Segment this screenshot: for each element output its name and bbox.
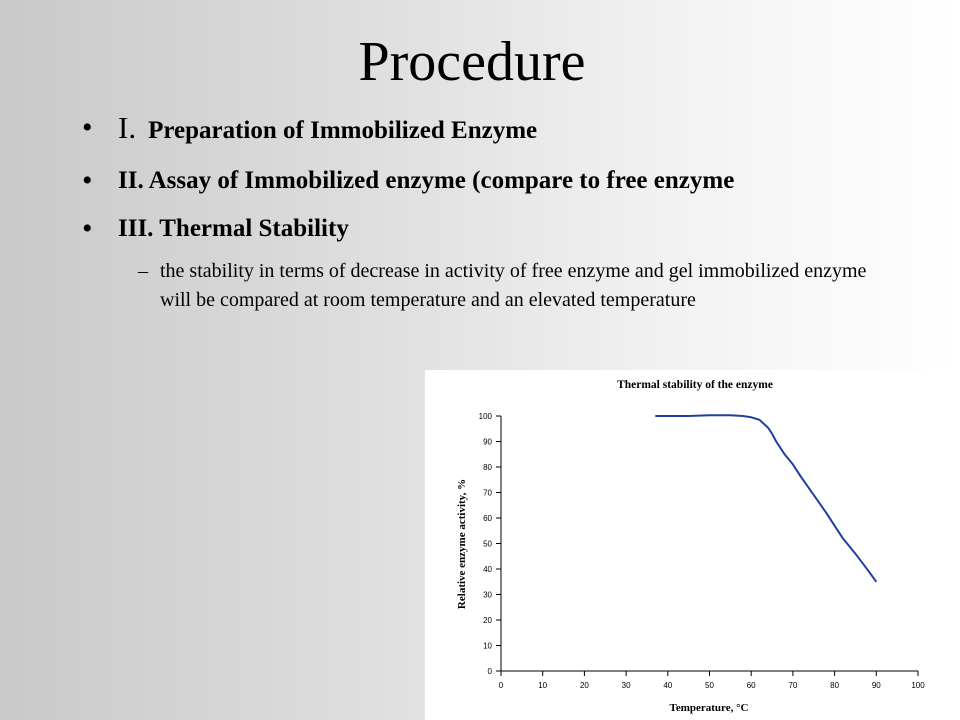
slide-title: Procedure — [358, 31, 586, 93]
x-tick-label: 10 — [538, 681, 547, 690]
bullet-item-preparation: • I. Preparation of Immobilized Enzyme — [82, 112, 882, 147]
x-tick-label: 40 — [663, 681, 672, 690]
bullet-item-thermal-stability: • III. Thermal Stability — [82, 213, 882, 245]
x-tick-label: 70 — [788, 681, 797, 690]
bullet-dot: • — [82, 111, 93, 144]
y-tick-label: 90 — [483, 438, 492, 447]
x-tick-label: 90 — [872, 681, 881, 690]
x-tick-label: 60 — [747, 681, 756, 690]
y-tick-label: 40 — [483, 565, 492, 574]
y-tick-label: 30 — [483, 591, 492, 600]
bullet-number: I. — [118, 110, 137, 145]
sub-bullet-dash: – — [138, 260, 148, 282]
chart-x-axis-label: Temperature, °C — [670, 702, 749, 714]
sub-bullet-stability-description: – the stability in terms of decrease in … — [138, 257, 890, 315]
y-tick-label: 70 — [483, 489, 492, 498]
chart-y-axis-label: Relative enzyme activity, % — [456, 479, 468, 609]
y-tick-label: 60 — [483, 514, 492, 523]
bullet-text: Preparation of Immobilized Enzyme — [148, 117, 538, 144]
series-line — [655, 414, 878, 583]
bullet-text: II. Assay of Immobilized enzyme (compare… — [118, 167, 735, 194]
thermal-stability-chart-panel: Thermal stability of the enzyme Temperat… — [425, 370, 960, 720]
y-tick-label: 80 — [483, 463, 492, 472]
x-tick-label: 50 — [705, 681, 714, 690]
y-tick-label: 10 — [483, 642, 492, 651]
x-tick-label: 100 — [911, 681, 925, 690]
bullet-list: • I. Preparation of Immobilized Enzyme • … — [82, 106, 882, 315]
y-tick-label: 0 — [488, 667, 493, 676]
bullet-dot: • — [82, 164, 93, 197]
x-tick-label: 0 — [499, 681, 504, 690]
y-tick-label: 50 — [483, 540, 492, 549]
y-tick-label: 100 — [479, 412, 493, 421]
sub-bullet-text: the stability in terms of decrease in ac… — [160, 260, 867, 311]
chart-title: Thermal stability of the enzyme — [617, 379, 773, 391]
x-tick-label: 80 — [830, 681, 839, 690]
x-tick-label: 20 — [580, 681, 589, 690]
y-tick-label: 20 — [483, 616, 492, 625]
bullet-dot: • — [82, 212, 93, 245]
x-tick-label: 30 — [622, 681, 631, 690]
thermal-stability-chart: Thermal stability of the enzyme Temperat… — [456, 379, 925, 714]
bullet-item-assay: • II. Assay of Immobilized enzyme (compa… — [82, 165, 882, 197]
bullet-text: III. Thermal Stability — [118, 215, 349, 242]
